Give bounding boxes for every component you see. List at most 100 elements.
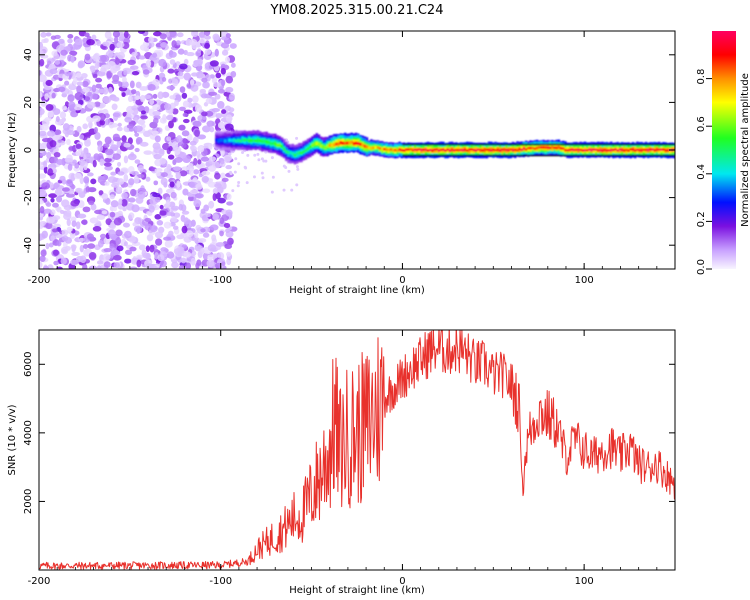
spectrogram-ridge-cell — [605, 149, 609, 152]
spectrogram-ridge-cell — [234, 139, 238, 143]
spectrogram-cell — [201, 175, 209, 183]
spectrogram-ridge-cell — [372, 146, 375, 150]
spectrogram-cell — [214, 48, 219, 57]
spectrogram-cell — [200, 93, 208, 99]
spectrogram-ridge-cell — [258, 139, 262, 143]
spectrogram-cell — [153, 180, 159, 186]
spectrogram-cell — [296, 167, 300, 171]
spectrogram-ridge-cell — [252, 138, 255, 143]
colorbar-label: Normalized spectral amplitude — [740, 73, 750, 227]
spectrogram-cell — [113, 217, 123, 226]
spectrogram-cell — [202, 232, 210, 238]
spectrogram-cell — [68, 146, 76, 151]
spectrogram-cell — [87, 172, 94, 177]
spectrogram-cell — [115, 229, 123, 237]
spectrogram-cell — [177, 48, 185, 55]
spectrogram-cell — [74, 92, 84, 101]
spectrogram-cell — [66, 130, 76, 136]
spectrogram-cell — [52, 249, 59, 256]
spectrogram-ridge-cell — [256, 138, 260, 143]
spectrogram-cell — [94, 209, 103, 215]
spectrogram-cell — [230, 70, 237, 78]
spectrogram-cell — [189, 38, 198, 46]
spectrogram-ridge-cell — [470, 148, 473, 154]
spectrogram-cell — [178, 124, 186, 131]
spectrogram-cell — [171, 205, 180, 211]
spectrogram-cell — [195, 50, 202, 57]
spectrogram-cell — [97, 240, 104, 248]
spectrogram-ridge-cell — [448, 149, 452, 152]
spectrogram-cell — [173, 212, 181, 219]
snr-series-line — [39, 330, 675, 570]
spectrogram-cell — [112, 112, 121, 118]
spectrogram-cell — [224, 243, 233, 250]
spectrogram-cell — [209, 224, 219, 231]
spectrogram-ridge-cell — [313, 142, 316, 146]
spectrogram-cell — [208, 91, 218, 96]
spectrogram-cell — [59, 175, 66, 181]
spectrogram-cell — [159, 204, 164, 210]
spectrogram-cell — [82, 206, 91, 213]
spectrogram-cell — [211, 234, 217, 242]
spectrogram-cell — [182, 112, 189, 117]
spectrogram-ridge-cell — [599, 148, 602, 152]
spectrogram-cell — [215, 113, 223, 119]
spectrogram-cell — [181, 130, 190, 137]
spectrogram-cell — [67, 34, 74, 39]
spectrogram-cell — [64, 80, 70, 86]
snr-xtick-label: -200 — [28, 576, 51, 587]
spectrogram-cell — [202, 188, 211, 194]
spectrogram-cell — [131, 70, 140, 76]
spectrogram-cell — [39, 205, 45, 214]
spectrogram-cell — [99, 119, 106, 126]
spectrogram-ridge-cell — [498, 149, 502, 152]
spectrogram-cell — [224, 39, 232, 44]
spectrogram-cell — [187, 97, 193, 103]
spectrogram-ridge-cell — [420, 148, 423, 152]
spectrogram-ridge-cell — [479, 148, 482, 152]
spectrogram-cell — [138, 55, 146, 60]
spectrogram-cell — [131, 89, 137, 95]
spectrogram-cell — [39, 58, 45, 67]
spectrogram-cell — [184, 262, 192, 269]
spectrogram-cell — [154, 168, 163, 173]
spectrogram-ridge-cell — [474, 149, 478, 152]
spectrogram-cell — [60, 257, 68, 265]
spectrogram-ridge-cell — [455, 148, 458, 152]
spectrogram-cell — [123, 173, 129, 182]
spectrogram-ridge-cell — [601, 149, 604, 152]
spectrogram-ridge-cell — [422, 148, 425, 152]
spectrogram-cell — [154, 135, 161, 143]
spectrogram-ridge-cell — [444, 149, 447, 152]
spectrogram-ridge-cell — [553, 146, 556, 150]
spectrogram-cell — [39, 130, 47, 137]
spectrogram-cell — [197, 238, 207, 243]
spectrogram-cell — [215, 72, 222, 79]
spectrogram-ridge-cell — [324, 146, 327, 150]
spectrogram-cell — [290, 188, 294, 192]
spectrogram-ridge-cell — [289, 151, 292, 155]
spectrogram-cell — [59, 118, 65, 125]
spectrogram-ridge-cell — [426, 149, 430, 152]
spectrogram-cell — [72, 159, 77, 164]
spectrogram-cell — [176, 32, 184, 38]
spectrogram-cell — [123, 69, 128, 76]
spectrogram-cell — [101, 210, 108, 215]
spectrogram-cell — [86, 39, 95, 46]
spectrogram-cell — [135, 95, 140, 101]
spectrogram-cell — [92, 54, 101, 62]
spectrogram-cell — [217, 88, 225, 94]
spectrogram-cell — [193, 157, 198, 166]
spectrogram-cell — [98, 190, 104, 196]
spectrogram-cell — [159, 33, 167, 40]
spectrogram-noise-cells — [39, 31, 300, 269]
spectrogram-ridge-cell — [503, 148, 506, 151]
snr-panel: -200 -100 0 100 2000 4000 6000 Height of strai… — [7, 329, 676, 596]
spectrogram-ridge-cell — [579, 148, 582, 152]
spectrogram-cell — [83, 176, 90, 184]
spectrogram-cell — [149, 225, 158, 233]
spectrogram-cell — [178, 106, 186, 112]
spectrogram-ridge-cell — [594, 148, 598, 152]
spectrogram-cell — [227, 237, 234, 246]
spectrogram-ridge-cell — [291, 152, 295, 156]
